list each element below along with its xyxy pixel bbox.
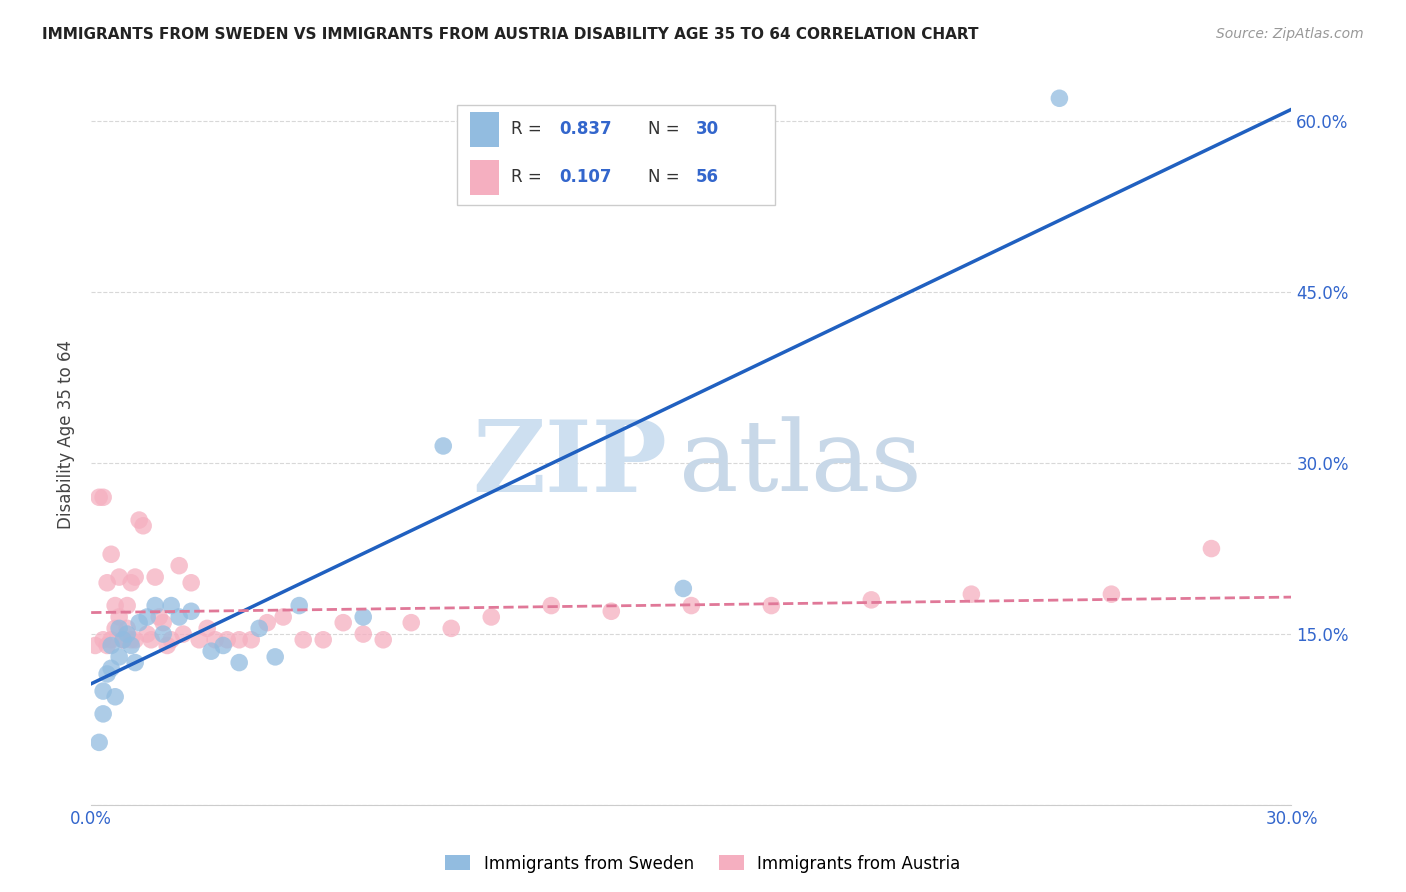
Point: [152, 615, 174, 630]
Point: [124, 656, 146, 670]
Point: [100, 547, 122, 561]
Point: [91, 632, 114, 647]
Point: [180, 575, 202, 590]
Point: [128, 513, 150, 527]
Point: [188, 632, 211, 647]
Point: [172, 627, 194, 641]
Text: IMMIGRANTS FROM SWEDEN VS IMMIGRANTS FROM AUSTRIA DISABILITY AGE 35 TO 64 CORREL: IMMIGRANTS FROM SWEDEN VS IMMIGRANTS FRO…: [42, 27, 979, 42]
Point: [195, 621, 218, 635]
Point: [160, 599, 183, 613]
Point: [1099, 587, 1122, 601]
Text: ZIP: ZIP: [472, 416, 668, 513]
Point: [112, 632, 135, 647]
Point: [600, 604, 623, 618]
Point: [115, 621, 138, 635]
Point: [112, 632, 135, 647]
Point: [332, 615, 354, 630]
Point: [120, 639, 142, 653]
Legend: Immigrants from Sweden, Immigrants from Austria: Immigrants from Sweden, Immigrants from …: [439, 848, 967, 880]
Point: [440, 621, 463, 635]
Point: [761, 599, 783, 613]
Point: [672, 582, 695, 596]
Point: [148, 610, 170, 624]
Point: [143, 570, 166, 584]
Point: [108, 621, 131, 635]
Point: [91, 490, 114, 504]
Point: [141, 632, 163, 647]
Point: [104, 599, 127, 613]
Text: Source: ZipAtlas.com: Source: ZipAtlas.com: [1216, 27, 1364, 41]
Point: [120, 575, 142, 590]
Point: [120, 632, 142, 647]
Point: [860, 593, 883, 607]
Point: [156, 639, 179, 653]
Point: [271, 610, 294, 624]
Point: [108, 610, 131, 624]
Point: [960, 587, 983, 601]
Point: [124, 632, 146, 647]
Point: [108, 649, 131, 664]
Point: [89, 735, 111, 749]
Point: [100, 661, 122, 675]
Point: [432, 439, 454, 453]
Point: [1201, 541, 1223, 556]
Point: [212, 639, 235, 653]
Point: [217, 632, 239, 647]
Point: [204, 632, 226, 647]
Point: [104, 690, 127, 704]
Y-axis label: Disability Age 35 to 64: Disability Age 35 to 64: [58, 340, 75, 529]
Point: [91, 684, 114, 698]
Point: [91, 706, 114, 721]
Point: [352, 610, 374, 624]
Point: [89, 490, 111, 504]
Point: [228, 632, 250, 647]
Point: [100, 639, 122, 653]
Point: [247, 621, 270, 635]
Point: [167, 610, 190, 624]
Point: [373, 632, 395, 647]
Point: [100, 632, 122, 647]
Point: [228, 656, 250, 670]
Point: [681, 599, 703, 613]
Point: [96, 575, 118, 590]
Point: [264, 649, 287, 664]
Point: [540, 599, 562, 613]
Point: [96, 667, 118, 681]
Point: [143, 599, 166, 613]
Point: [128, 615, 150, 630]
Point: [399, 615, 422, 630]
Point: [115, 599, 138, 613]
Point: [104, 621, 127, 635]
Point: [96, 639, 118, 653]
Point: [180, 604, 202, 618]
Point: [288, 599, 311, 613]
Point: [200, 644, 222, 658]
Point: [136, 610, 159, 624]
Point: [124, 570, 146, 584]
Point: [84, 639, 107, 653]
Point: [240, 632, 263, 647]
Point: [312, 632, 335, 647]
Point: [152, 627, 174, 641]
Point: [256, 615, 278, 630]
Point: [132, 518, 155, 533]
Point: [479, 610, 502, 624]
Point: [292, 632, 315, 647]
Point: [136, 627, 159, 641]
Point: [1047, 91, 1070, 105]
Point: [112, 632, 135, 647]
Point: [160, 632, 183, 647]
Text: atlas: atlas: [679, 417, 922, 512]
Point: [167, 558, 190, 573]
Point: [108, 570, 131, 584]
Point: [115, 627, 138, 641]
Point: [352, 627, 374, 641]
